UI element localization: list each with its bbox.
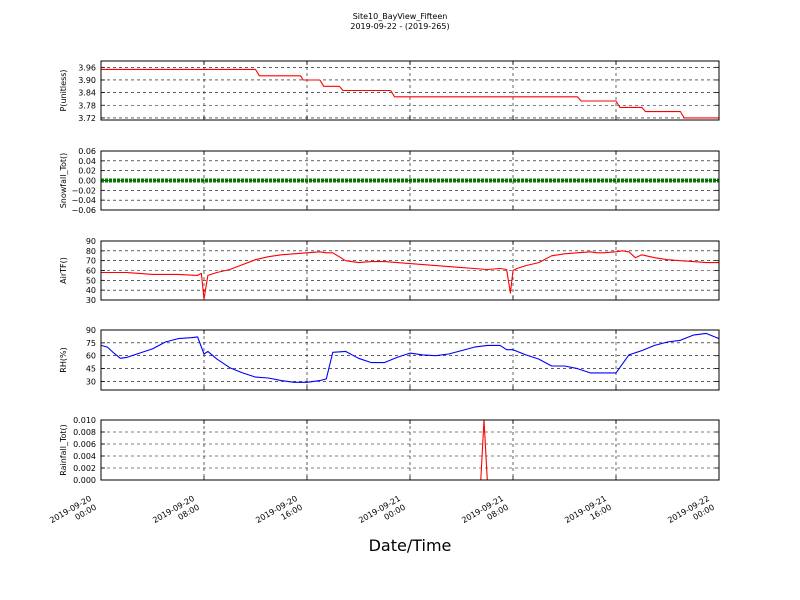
y-tick-label: 0.004 (73, 452, 96, 461)
y-tick-label: −0.04 (71, 196, 96, 205)
y-tick-label: 45 (86, 365, 96, 374)
chart-panels: 3.723.783.843.903.96P(unitless)−0.06−0.0… (59, 60, 720, 485)
y-tick-label: 0.002 (73, 464, 96, 473)
panel-4: 30 45 60 75 90 RH(%) (59, 326, 720, 391)
y-tick-label: 60 (86, 352, 96, 361)
series-line (100, 332, 720, 383)
y-tick-label: 50 (86, 276, 96, 285)
y-axis-label: Snowfall_Tot() (59, 153, 68, 209)
panel-1: 3.72 3.78 3.84 3.90 3.96 P(unitless) (59, 60, 720, 123)
y-tick-label: 70 (86, 257, 96, 266)
x-tick-label: 2019-09-2116:00 (563, 494, 613, 534)
y-tick-label: 80 (86, 247, 96, 256)
chart-title-line1: Site10_BayView_Fifteen (353, 12, 448, 21)
series-line (101, 250, 719, 300)
panel-5: 0.000 0.002 0.004 0.006 0.008 0.010 Rainfall_T… (59, 416, 720, 485)
y-tick-label: 0.006 (73, 440, 96, 449)
y-tick-label: 90 (86, 326, 96, 335)
x-axis: 2019-09-2000:00 2019-09-2008:00 2019-09-20… (48, 494, 716, 534)
x-tick-label: 2019-09-2000:00 (48, 494, 98, 534)
y-tick-label: 3.84 (78, 89, 96, 98)
axes-frame (100, 419, 720, 481)
y-axis-label: P(unitless) (59, 69, 68, 111)
y-tick-label: 0.00 (78, 177, 96, 186)
y-tick-label: 60 (86, 267, 96, 276)
axes-frame (100, 150, 720, 211)
y-axis-label: AirTF() (59, 257, 68, 284)
y-tick-label: 0.02 (78, 167, 96, 176)
x-tick-label: 2019-09-2200:00 (666, 494, 716, 534)
axes-frame (100, 240, 720, 301)
x-axis-label: Date/Time (369, 536, 452, 555)
y-tick-label: −0.06 (71, 206, 96, 215)
y-tick-label: 0.04 (78, 157, 96, 166)
y-tick-label: 75 (86, 339, 96, 348)
panel-2: −0.06−0.04−0.020.000.020.040.06 Snowfall_… (59, 147, 720, 215)
y-tick-label: 90 (86, 237, 96, 246)
y-tick-label: −0.02 (71, 186, 96, 195)
axes-frame (100, 329, 720, 391)
axes-frame (100, 60, 720, 121)
y-tick-label: 3.72 (78, 114, 96, 123)
y-tick-label: 0.010 (73, 416, 96, 425)
x-tick-label: 2019-09-2100:00 (357, 494, 407, 534)
y-tick-label: 3.90 (78, 76, 96, 85)
y-tick-label: 0.000 (73, 476, 96, 485)
x-tick-label: 2019-09-2016:00 (254, 494, 304, 534)
y-tick-label: 0.06 (78, 147, 96, 156)
y-tick-label: 3.78 (78, 101, 96, 110)
chart-title-line2: 2019-09-22 - (2019-265) (350, 22, 449, 31)
series-line (101, 68, 719, 119)
y-axis-label: Rainfall_Tot() (59, 424, 68, 476)
x-tick-label: 2019-09-2108:00 (460, 494, 510, 534)
x-tick-label: 2019-09-2008:00 (151, 494, 201, 534)
y-axis-label: RH(%) (59, 347, 68, 372)
y-tick-label: 40 (86, 286, 96, 295)
y-tick-label: 30 (86, 296, 96, 305)
y-tick-label: 3.96 (78, 63, 96, 72)
y-tick-label: 30 (86, 377, 96, 386)
y-tick-label: 0.008 (73, 428, 96, 437)
